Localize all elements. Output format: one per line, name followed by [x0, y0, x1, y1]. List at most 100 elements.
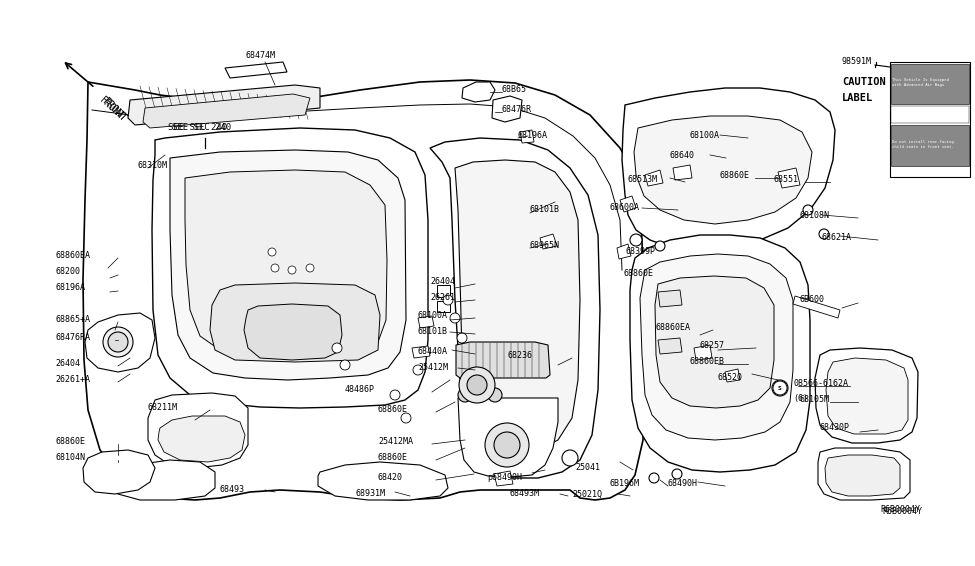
Text: 68476R: 68476R	[502, 105, 532, 114]
Polygon shape	[540, 234, 557, 249]
Text: 68211M: 68211M	[148, 404, 178, 413]
Polygon shape	[430, 138, 600, 478]
Text: LABEL: LABEL	[842, 93, 874, 103]
Polygon shape	[462, 82, 495, 102]
Text: 68931M: 68931M	[355, 490, 385, 499]
Polygon shape	[778, 168, 800, 188]
Text: 68860E: 68860E	[378, 453, 408, 462]
Circle shape	[103, 327, 133, 357]
Text: 68490H: 68490H	[667, 479, 697, 488]
Text: 68200: 68200	[55, 268, 80, 277]
Polygon shape	[694, 345, 712, 360]
Polygon shape	[673, 165, 692, 180]
Text: 68430P: 68430P	[820, 423, 850, 432]
Text: 68196A: 68196A	[55, 284, 85, 293]
Text: 68B65: 68B65	[502, 85, 527, 95]
Text: 68621A: 68621A	[822, 234, 852, 242]
Circle shape	[459, 367, 495, 403]
Circle shape	[772, 380, 788, 396]
Text: 68860E: 68860E	[720, 170, 750, 179]
Circle shape	[457, 333, 467, 343]
Circle shape	[268, 248, 276, 256]
Text: 68520: 68520	[718, 374, 743, 383]
Circle shape	[390, 390, 400, 400]
Text: 68399P: 68399P	[626, 247, 656, 256]
Polygon shape	[225, 62, 287, 78]
Text: 68860E: 68860E	[378, 405, 408, 414]
Text: FRONT: FRONT	[98, 95, 127, 122]
Polygon shape	[170, 150, 406, 380]
Circle shape	[630, 234, 642, 246]
Text: SEE SEC 240: SEE SEC 240	[168, 123, 227, 132]
Text: 68493M: 68493M	[510, 490, 540, 499]
Polygon shape	[655, 276, 774, 408]
Text: 98591M: 98591M	[842, 58, 872, 66]
Text: 68104N: 68104N	[55, 453, 85, 462]
Circle shape	[340, 360, 350, 370]
Polygon shape	[815, 348, 918, 443]
Text: 68865+A: 68865+A	[55, 315, 90, 324]
Circle shape	[271, 264, 279, 272]
Text: 26404: 26404	[430, 277, 455, 286]
Text: 68101B: 68101B	[418, 328, 448, 337]
Text: FRONT: FRONT	[100, 96, 128, 124]
Text: 6B600: 6B600	[800, 295, 825, 305]
Text: 68236: 68236	[507, 350, 532, 359]
Polygon shape	[418, 316, 434, 328]
Text: 68600A: 68600A	[610, 204, 640, 212]
Polygon shape	[622, 88, 835, 250]
Circle shape	[467, 375, 487, 395]
Text: 68860EA: 68860EA	[55, 251, 90, 259]
Circle shape	[672, 469, 682, 479]
Polygon shape	[640, 254, 793, 440]
Circle shape	[655, 241, 665, 251]
Bar	[891, 106, 969, 123]
Polygon shape	[412, 346, 430, 358]
Polygon shape	[152, 128, 428, 408]
Circle shape	[473, 388, 487, 402]
Circle shape	[819, 229, 829, 239]
Circle shape	[649, 473, 659, 483]
Text: 68513M: 68513M	[628, 175, 658, 185]
Polygon shape	[437, 285, 450, 297]
Circle shape	[803, 205, 813, 215]
Text: R6B0004Y: R6B0004Y	[882, 508, 922, 517]
Text: 68860E: 68860E	[623, 268, 653, 277]
Text: CAUTION: CAUTION	[842, 77, 885, 87]
Text: 48486P: 48486P	[345, 385, 375, 395]
Polygon shape	[458, 398, 558, 477]
Polygon shape	[826, 358, 908, 434]
Text: 26261+A: 26261+A	[55, 375, 90, 384]
Text: 26261: 26261	[430, 294, 455, 302]
Polygon shape	[658, 338, 682, 354]
Text: 68640: 68640	[670, 151, 695, 160]
Circle shape	[488, 388, 502, 402]
Text: 68551: 68551	[773, 175, 798, 185]
Circle shape	[494, 432, 520, 458]
Text: 68310M: 68310M	[137, 161, 167, 169]
Polygon shape	[725, 369, 740, 382]
Text: SEE SEC 240: SEE SEC 240	[172, 123, 231, 132]
Text: 68108N: 68108N	[800, 211, 830, 220]
Circle shape	[332, 343, 342, 353]
Circle shape	[306, 264, 314, 272]
Polygon shape	[825, 455, 900, 496]
Polygon shape	[520, 130, 534, 143]
Text: 68493: 68493	[220, 486, 245, 495]
Polygon shape	[455, 160, 580, 452]
Polygon shape	[617, 244, 631, 259]
Text: S: S	[778, 385, 782, 391]
Text: 25412MA: 25412MA	[378, 438, 413, 447]
Polygon shape	[630, 235, 810, 472]
Text: 25041: 25041	[575, 464, 600, 473]
Circle shape	[288, 266, 296, 274]
Polygon shape	[645, 170, 663, 186]
Polygon shape	[437, 301, 450, 312]
Polygon shape	[620, 196, 636, 212]
Polygon shape	[456, 342, 550, 378]
Text: Do not install rear-facing
child seats in front seat.: Do not install rear-facing child seats i…	[892, 140, 954, 149]
Bar	[891, 125, 969, 165]
Text: 68420: 68420	[378, 474, 403, 482]
Text: 68105M: 68105M	[800, 396, 830, 405]
Text: 68860EA: 68860EA	[655, 324, 690, 332]
